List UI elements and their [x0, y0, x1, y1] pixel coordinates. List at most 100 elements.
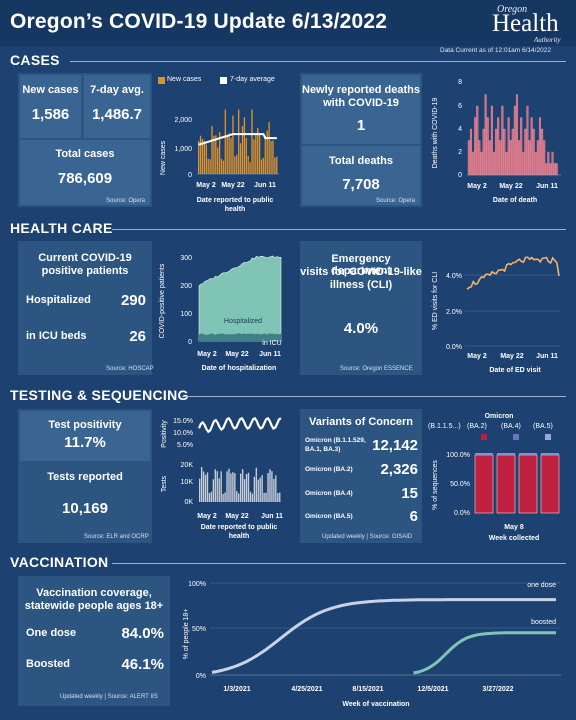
- deaths-bar: [484, 94, 487, 176]
- section-divider: [182, 396, 566, 397]
- variant-name: Omicron (B.1.1.529,: [305, 437, 366, 444]
- deaths-bar: [478, 140, 481, 176]
- new-cases-bar: [232, 115, 234, 174]
- tests-bar: [212, 479, 215, 502]
- variant-count: 2,326: [380, 461, 418, 478]
- new-cases-bar: [253, 139, 255, 174]
- deaths-bar: [543, 140, 546, 176]
- sequence-bar-minor: [541, 453, 559, 455]
- tests-bar: [273, 478, 275, 502]
- tests-bar: [226, 471, 228, 502]
- seq-y-tick: 50.0%: [450, 481, 470, 488]
- ed-x-tick: Jun 11: [536, 353, 558, 360]
- tests-bar: [220, 471, 222, 502]
- positivity-tile: [20, 411, 150, 461]
- ed-y-axis-label: % ED visits for CLI: [432, 272, 439, 330]
- deaths-y-tick: 4: [458, 126, 462, 133]
- deaths-bar: [474, 117, 477, 176]
- tests-bar: [230, 473, 232, 502]
- testing-source: Source: ELR and OCRP: [84, 534, 149, 540]
- new-cases-bar: [213, 135, 215, 174]
- section-title-vaccination: VACCINATION: [10, 554, 109, 570]
- deaths-bar: [515, 94, 519, 176]
- sequence-bar: [518, 454, 538, 514]
- deaths-bar: [482, 128, 485, 176]
- hosp-y-tick: 200: [180, 283, 192, 290]
- deaths-bar: [499, 140, 502, 176]
- icu-area-label: in ICU: [262, 340, 281, 347]
- one-dose-label: One dose: [26, 627, 77, 639]
- deaths-bar: [488, 140, 491, 176]
- sequence-bar-minor: [497, 453, 515, 455]
- total-cases-value: 786,609: [57, 170, 113, 187]
- hosp-x-axis-label: Date of hospitalization: [202, 365, 277, 372]
- deaths-bar: [476, 105, 479, 176]
- tests-bar: [265, 492, 267, 502]
- icu-area: [199, 333, 281, 341]
- tests-bar: [236, 491, 238, 502]
- cases-x-tick: Jun 11: [254, 182, 276, 189]
- vaccination-label: Vaccination coverage,: [36, 587, 152, 599]
- tests-bar: [245, 474, 248, 502]
- vax-y-tick: 100%: [188, 581, 206, 588]
- hosp-x-tick: Jun 11: [259, 351, 281, 358]
- variant-count: 15: [401, 485, 418, 502]
- data-current-timestamp: Data Current as of 12:01am 6/14/2022: [440, 47, 551, 54]
- ed-visits-card: [300, 241, 422, 375]
- hosp-y-tick: 100: [180, 311, 192, 318]
- deaths-bar: [536, 140, 539, 176]
- seq-legend-title: Omicron: [485, 413, 514, 420]
- legend-7day-average: 7-day average: [230, 76, 275, 83]
- deaths-x-tick: May 2: [467, 183, 487, 190]
- ed-y-tick: 0.0%: [446, 344, 462, 351]
- hospitalization-chart: COVID-positive patients 300 200 100 0 Ho…: [159, 255, 282, 372]
- tests-bar: [277, 493, 279, 502]
- variant-count: 12,142: [372, 437, 418, 454]
- deaths-bar: [538, 117, 542, 176]
- deaths-y-tick: 6: [458, 103, 462, 110]
- seq-y-tick: 0.0%: [454, 510, 470, 517]
- deaths-bar: [526, 105, 529, 176]
- deaths-bar: [486, 117, 489, 176]
- ed-x-tick: May 2: [467, 353, 487, 360]
- tests-bar: [253, 476, 256, 502]
- new-cases-bar: [245, 137, 247, 174]
- current-patients-label: positive patients: [41, 265, 129, 277]
- deaths-bar: [480, 151, 483, 176]
- logo-bottom-text: Authority: [534, 36, 561, 44]
- seq-legend-item: (BA.5): [533, 423, 553, 430]
- new-cases-bar: [239, 143, 242, 174]
- vaccination-label: statewide people ages 18+: [24, 600, 164, 612]
- deaths-y-tick: 2: [458, 149, 462, 156]
- deaths-bar: [530, 117, 533, 176]
- testing-charts: Positivity 15.0% 10.0% 5.0% Tests 20K 10…: [161, 416, 283, 540]
- tests-bar: [249, 491, 252, 502]
- legend-swatch-new-cases: [158, 77, 165, 84]
- ed-visits-value: 4.0%: [343, 320, 379, 337]
- seq-legend-item: (B.1.1.5...): [428, 423, 461, 430]
- new-cases-chart: New cases 2,000 1,000 0 May 2 May 22 Jun…: [160, 109, 279, 213]
- new-cases-bar: [247, 155, 249, 174]
- new-cases-bar: [272, 140, 274, 174]
- seq-y-tick: 100.0%: [446, 452, 470, 459]
- deaths-x-axis-label: Date of death: [493, 197, 537, 204]
- deaths-bar: [553, 163, 556, 176]
- hospitalized-area: [198, 255, 282, 342]
- tests-bar: [241, 469, 244, 502]
- hosp-y-tick: 300: [180, 255, 192, 262]
- cases-x-axis-label: Date reported to public: [197, 197, 274, 204]
- new-cases-tile: [20, 75, 81, 138]
- one-dose-series-label: one dose: [527, 582, 556, 589]
- new-cases-bar: [270, 140, 272, 174]
- deaths-source: Source: Opera: [376, 198, 416, 204]
- tests-bar: [200, 466, 203, 502]
- new-cases-bar: [218, 132, 221, 174]
- deaths-bar: [497, 117, 500, 176]
- cases-y-tick: 1,000: [174, 146, 192, 153]
- deaths-bar: [495, 128, 498, 176]
- variants-title: Variants of Concern: [309, 416, 413, 428]
- boosted-series-label: boosted: [531, 619, 556, 626]
- tests-bar: [255, 467, 257, 502]
- tests-bar: [261, 475, 263, 502]
- new-cases-label: New cases: [22, 84, 79, 96]
